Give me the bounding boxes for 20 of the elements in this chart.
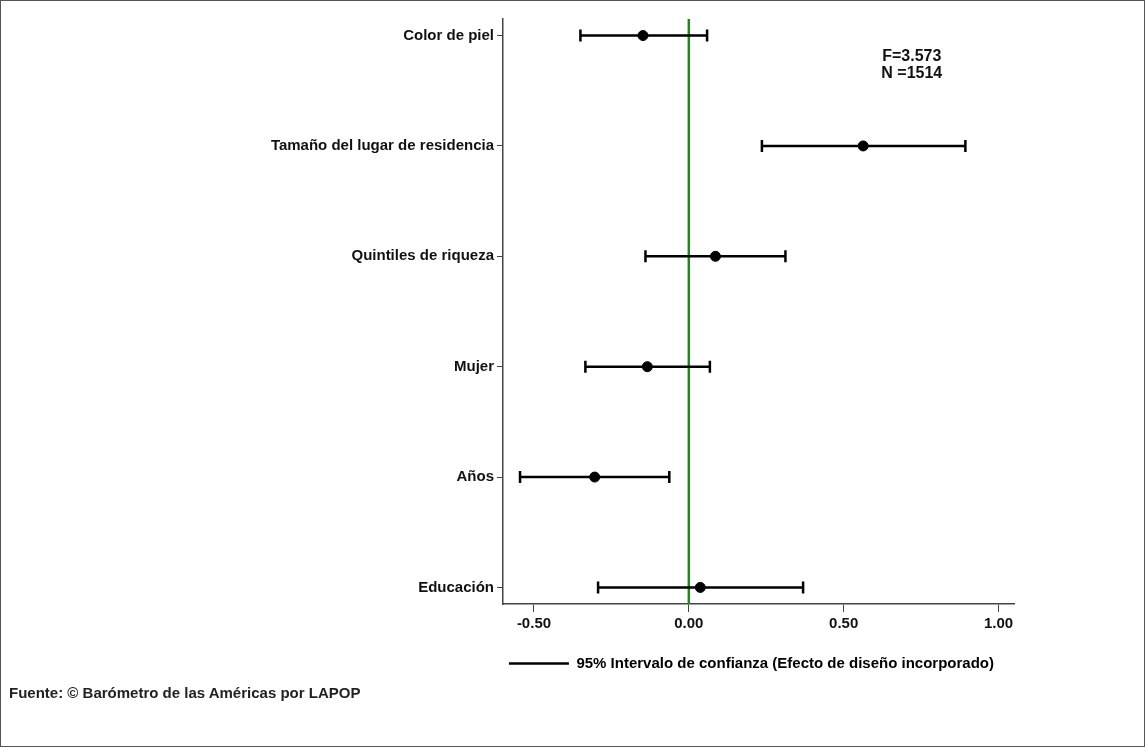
y-tick-label: Color de piel	[403, 25, 494, 43]
point	[589, 471, 601, 483]
point	[637, 30, 649, 42]
point	[709, 250, 721, 262]
y-tick-label: Mujer	[453, 356, 495, 374]
source-note: Fuente: © Barómetro de las Américas por LAPOP	[9, 684, 361, 701]
point	[641, 361, 653, 373]
point	[857, 140, 869, 152]
y-tick-label: Quintiles de riqueza	[351, 246, 495, 264]
x-tick-label: -0.50	[516, 614, 552, 632]
x-tick-label: 0.00	[674, 614, 704, 632]
x-tick-label: 0.50	[829, 614, 859, 632]
annotation: N =1514	[881, 64, 943, 82]
legend-label: 95% Intervalo de confianza (Efecto de diseño incorporado)	[576, 653, 994, 671]
point	[694, 581, 706, 593]
x-tick-label: 1.00	[983, 614, 1014, 632]
annotation: F=3.573	[882, 47, 942, 65]
y-tick-label: Educación	[418, 577, 494, 595]
y-tick-label: Tamaño del lugar de residencia	[270, 136, 495, 154]
y-tick-label: Años	[456, 467, 494, 485]
